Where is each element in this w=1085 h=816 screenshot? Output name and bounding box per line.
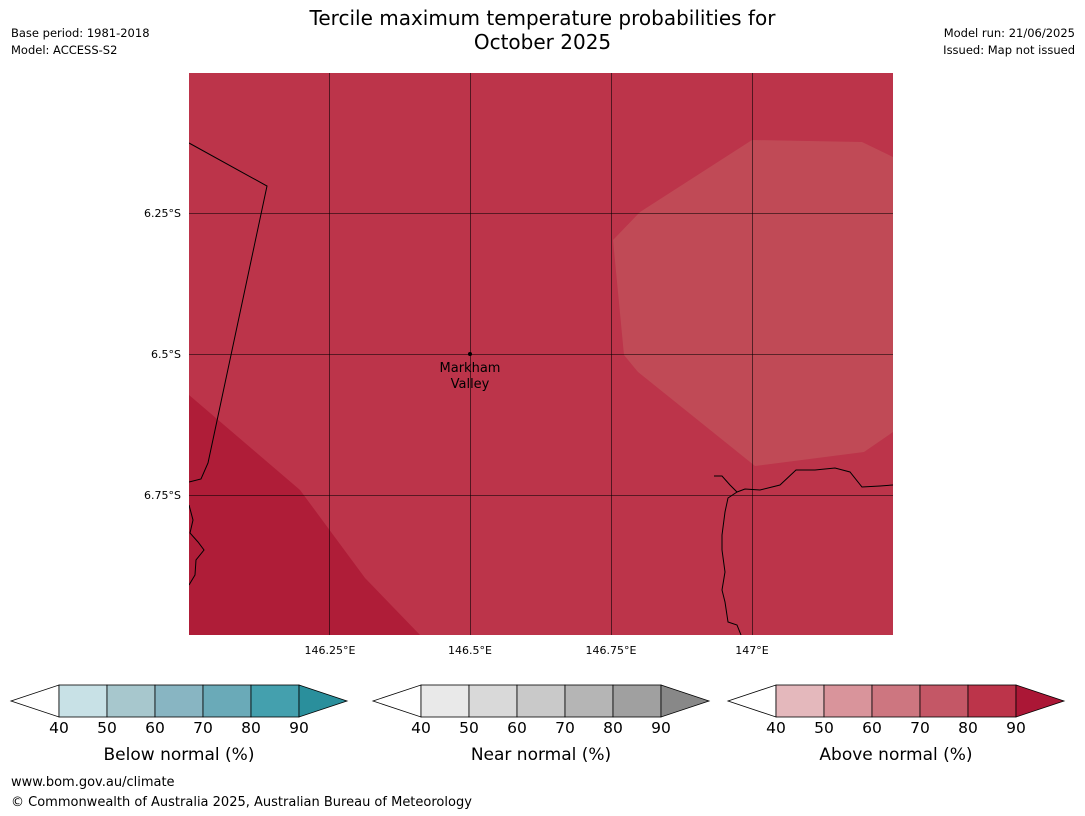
place-label-line-1: Markham [440, 361, 501, 376]
colorbar-near-normal-tick-label: 90 [651, 719, 671, 737]
colorbar-near-normal-tick-label: 60 [507, 719, 527, 737]
border-line [189, 142, 268, 483]
colorbar-below-normal-segment [202, 684, 252, 718]
colorbar-below-normal-tick-label: 80 [241, 719, 261, 737]
lon-label-147: 147°E [735, 644, 768, 657]
colorbar-near-normal-segment [516, 684, 566, 718]
colorbar-above-normal-tick-label: 40 [766, 719, 786, 737]
colorbar-near-normal-segment [612, 684, 662, 718]
colorbar-below-normal-segment [58, 684, 108, 718]
colorbar-above-normal-segment [775, 684, 825, 718]
colorbar-above-normal-tick-label: 90 [1006, 719, 1026, 737]
lon-label-146-25: 146.25°E [305, 644, 356, 657]
place-label-line-2: Valley [451, 377, 490, 392]
title-line-1: Tercile maximum temperature probabilitie… [309, 6, 776, 30]
lon-label-146-5: 146.5°E [448, 644, 492, 657]
lat-label-6-75: 6.75°S [144, 489, 181, 502]
coastline-west [189, 504, 205, 586]
colorbar-near-normal-segment [468, 684, 518, 718]
coastline-peninsula [721, 491, 742, 635]
coastline-east [714, 467, 893, 493]
model-run: Model run: 21/06/2025 [943, 26, 1075, 40]
map-high-probability-region [189, 395, 420, 635]
colorbar-near-normal-tick-label: 80 [603, 719, 623, 737]
map-lower-probability-region [613, 140, 893, 466]
colorbar-below-normal-segment [106, 684, 156, 718]
footer-copyright: © Commonwealth of Australia 2025, Austra… [11, 795, 472, 810]
colorbar-above-normal-segment [919, 684, 969, 718]
colorbar-above-normal-tick-label: 70 [910, 719, 930, 737]
footer-url: www.bom.gov.au/climate [11, 775, 175, 790]
colorbar-below-normal-tick-label: 60 [145, 719, 165, 737]
colorbar-above-normal-tick-label: 60 [862, 719, 882, 737]
colorbar-below-normal-min-arrow [9, 684, 60, 718]
colorbar-near-normal-max-arrow [660, 684, 711, 718]
colorbar-below-normal [9, 684, 349, 718]
colorbar-above-normal-min-arrow [726, 684, 777, 718]
colorbar-near-normal-segment [564, 684, 614, 718]
colorbar-above-normal-max-arrow [1015, 684, 1066, 718]
model-name: Model: ACCESS-S2 [11, 43, 118, 57]
colorbar-near-normal [371, 684, 711, 718]
meta-left: Base period: 1981-2018 Model: ACCESS-S2 [11, 25, 150, 59]
colorbar-above-normal-segment [871, 684, 921, 718]
map-title: Tercile maximum temperature probabilitie… [0, 6, 1085, 54]
graticule [189, 73, 893, 635]
colorbar-below-normal-segment [154, 684, 204, 718]
base-period: Base period: 1981-2018 [11, 26, 150, 40]
legend-title-above-normal: Above normal (%) [819, 745, 973, 765]
colorbar-above-normal-tick-label: 50 [814, 719, 834, 737]
colorbar-near-normal-min-arrow [371, 684, 422, 718]
colorbar-above-normal-segment [967, 684, 1017, 718]
colorbar-below-normal-tick-label: 90 [289, 719, 309, 737]
colorbar-above-normal-segment [823, 684, 873, 718]
lat-label-6-5: 6.5°S [151, 348, 181, 361]
place-marker [468, 352, 472, 356]
meta-right: Model run: 21/06/2025 Issued: Map not is… [943, 25, 1075, 59]
colorbar-above-normal [726, 684, 1066, 718]
colorbar-below-normal-tick-label: 70 [193, 719, 213, 737]
colorbar-near-normal-tick-label: 50 [459, 719, 479, 737]
lon-label-146-75: 146.75°E [586, 644, 637, 657]
issued-status: Issued: Map not issued [943, 43, 1075, 57]
colorbar-near-normal-tick-label: 70 [555, 719, 575, 737]
colorbar-near-normal-tick-label: 40 [411, 719, 431, 737]
colorbar-below-normal-segment [250, 684, 300, 718]
colorbar-near-normal-segment [420, 684, 470, 718]
colorbar-below-normal-tick-label: 50 [97, 719, 117, 737]
title-line-2: October 2025 [473, 30, 612, 54]
colorbar-below-normal-max-arrow [298, 684, 349, 718]
colorbar-below-normal-tick-label: 40 [49, 719, 69, 737]
legend-title-near-normal: Near normal (%) [470, 745, 612, 765]
legend-title-below-normal: Below normal (%) [103, 745, 255, 765]
colorbar-above-normal-tick-label: 80 [958, 719, 978, 737]
lat-label-6-25: 6.25°S [144, 207, 181, 220]
